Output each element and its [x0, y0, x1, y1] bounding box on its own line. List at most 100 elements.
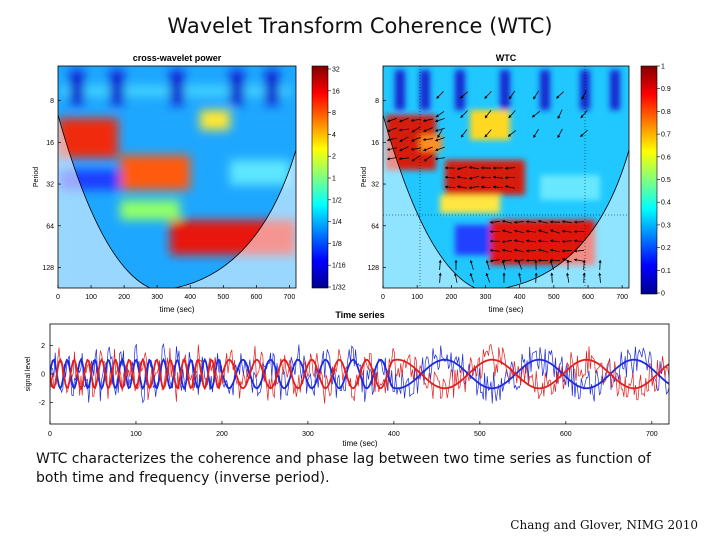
cwp-colorbar-ticks: 32 16 8 4 2 1 1/2 1/4 1/8 1/16 1/32	[328, 67, 346, 292]
phase-arrow-head	[435, 128, 439, 132]
y-tick-label: 8	[375, 98, 379, 105]
colorbar-tick-label: 0.3	[661, 222, 671, 229]
colorbar-tick-label: 1	[661, 64, 665, 71]
phase-arrow-head	[460, 134, 464, 138]
wtc-blob	[420, 70, 430, 110]
phase-arrow-head	[534, 260, 538, 263]
y-tick-label: 8	[50, 98, 54, 105]
phase-arrow-head	[387, 138, 390, 142]
phase-arrow-head	[445, 166, 448, 170]
timeseries-panel: Time series signal level -2 0 2 0 100 200 300…	[25, 310, 670, 448]
phase-arrow-head	[445, 185, 448, 189]
phase-arrow-head	[399, 157, 402, 161]
x-tick-label: 700	[284, 294, 296, 301]
ts-xlabel: time (sec)	[342, 439, 377, 448]
phase-arrow-head	[574, 258, 577, 262]
cwp-blob	[120, 155, 190, 190]
phase-arrow-head	[457, 167, 460, 171]
phase-arrow-head	[598, 260, 602, 263]
phase-arrow-head	[411, 147, 414, 151]
phase-arrow-head	[435, 148, 439, 152]
wtc-cone-of-influence	[383, 114, 629, 288]
colorbar-tick-label: 0.2	[661, 245, 671, 252]
phase-arrow-head	[550, 272, 554, 276]
phase-arrow-head	[435, 119, 439, 123]
wtc-blob	[470, 110, 510, 140]
wtc-colorbar	[640, 65, 658, 295]
x-tick-label: 0	[48, 431, 52, 438]
phase-arrow-head	[514, 239, 517, 243]
phase-arrow-head	[514, 259, 517, 263]
phase-arrow-head	[502, 248, 505, 252]
phase-arrow-head	[574, 230, 577, 234]
phase-arrow-head	[502, 239, 505, 244]
wtc-title: WTC	[496, 53, 517, 63]
phase-arrow-head	[435, 157, 438, 161]
phase-arrow-head	[387, 157, 390, 161]
x-tick-label: 0	[56, 294, 60, 301]
phase-arrow-head	[454, 260, 458, 263]
x-tick-label: 100	[130, 431, 142, 438]
wtc-ylabel: Period	[361, 167, 368, 187]
phase-arrow-head	[436, 95, 440, 99]
slide-title: Wavelet Transform Coherence (WTC)	[167, 14, 553, 38]
phase-arrow-head	[574, 239, 577, 243]
colorbar-tick-label: 0.5	[661, 177, 671, 184]
colorbar-tick-label: 0.1	[661, 268, 671, 275]
y-tick-label: 0	[41, 372, 45, 379]
phase-arrow-head	[485, 260, 489, 264]
colorbar-tick-label: 0.9	[661, 86, 671, 93]
phase-arrow-head	[550, 229, 554, 233]
phase-arrow-head	[538, 248, 542, 252]
x-tick-label: 0	[381, 294, 385, 301]
y-tick-label: 2	[41, 343, 45, 350]
phase-arrow-head	[484, 115, 488, 119]
wtc-cone-shading	[505, 150, 629, 288]
colorbar-tick-label: 0.4	[661, 200, 671, 207]
ts-series-1	[50, 342, 669, 404]
phase-arrow-head	[481, 185, 484, 189]
phase-arrow-head	[509, 96, 512, 100]
phase-arrow-head	[387, 128, 391, 132]
cross-wavelet-panel: cross-wavelet power Pe	[33, 53, 346, 314]
colorbar-tick-label: 1/32	[332, 285, 346, 292]
x-tick-label: 300	[480, 294, 492, 301]
cwp-xlabel: time (sec)	[159, 305, 194, 314]
cwp-title: cross-wavelet power	[133, 53, 222, 63]
y-tick-label: 64	[371, 223, 379, 230]
x-tick-label: 600	[250, 294, 262, 301]
phase-arrow-head	[562, 229, 565, 233]
phase-arrow-head	[490, 229, 493, 234]
cwp-frame	[57, 65, 297, 289]
phase-arrow-head	[435, 114, 439, 118]
slide-caption: WTC characterizes the coherence and phas…	[36, 451, 651, 486]
phase-arrow-head	[574, 220, 577, 224]
cwp-x-ticks: 0 100 200 300 400 500 600 700	[56, 285, 295, 301]
phase-arrow-head	[437, 134, 441, 138]
cwp-ylabel: Period	[33, 167, 40, 187]
phase-arrow-head	[502, 272, 506, 276]
x-tick-label: 200	[118, 294, 130, 301]
x-tick-label: 200	[216, 431, 228, 438]
phase-arrow-head	[538, 258, 541, 262]
x-tick-label: 100	[85, 294, 97, 301]
colorbar-tick-label: 1/4	[332, 219, 342, 226]
x-tick-label: 500	[548, 294, 560, 301]
x-tick-label: 200	[445, 294, 457, 301]
phase-arrow-head	[423, 118, 426, 123]
cwp-blob	[110, 70, 124, 105]
phase-arrow-head	[533, 96, 537, 100]
phase-arrow-head	[502, 229, 506, 233]
x-tick-label: 400	[514, 294, 526, 301]
wtc-blob	[455, 225, 490, 255]
phase-arrow-head	[562, 220, 565, 224]
colorbar-tick-label: 1/2	[332, 197, 342, 204]
phase-arrow-head	[550, 220, 553, 224]
phase-arrow-head	[423, 158, 427, 162]
y-tick-label: 64	[46, 223, 54, 230]
cwp-blob	[120, 200, 180, 220]
wtc-panel: WTC	[361, 53, 671, 314]
cwp-cone-shading	[175, 150, 296, 288]
colorbar-tick-label: 0.7	[661, 132, 671, 139]
x-tick-label: 700	[616, 294, 628, 301]
